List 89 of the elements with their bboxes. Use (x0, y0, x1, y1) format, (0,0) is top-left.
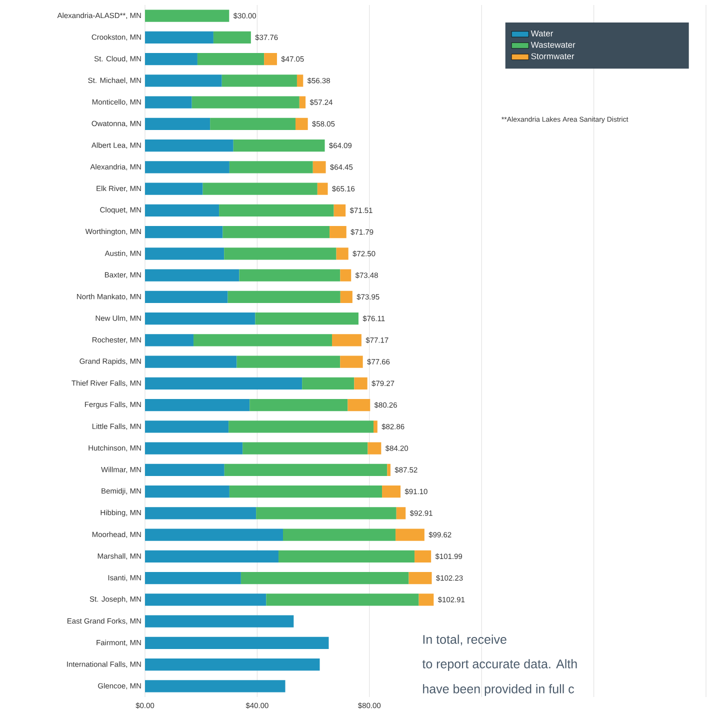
annotation: to report accurate data. Alth (422, 659, 577, 671)
bar (228, 420, 374, 433)
bar (340, 356, 363, 368)
bar (144, 140, 234, 152)
bar (249, 399, 348, 412)
bar (256, 507, 396, 520)
bar (229, 161, 313, 174)
bar (332, 334, 362, 346)
bar (340, 269, 351, 282)
bar (224, 464, 387, 476)
bar (317, 182, 328, 195)
bar (218, 204, 334, 216)
bar (144, 420, 228, 433)
bar (144, 550, 278, 562)
bar (334, 204, 346, 216)
bar (408, 572, 432, 584)
bar (144, 161, 230, 174)
bar (144, 74, 222, 87)
bar (144, 399, 250, 412)
bar (144, 572, 241, 584)
bar (144, 31, 214, 44)
bar (282, 528, 396, 541)
annotation: have been provided in full c (422, 684, 574, 696)
bar (414, 550, 431, 562)
bar (144, 118, 210, 130)
bar (144, 269, 240, 282)
bar (144, 658, 320, 671)
bar (144, 528, 283, 541)
bar (233, 140, 325, 152)
bar (224, 248, 336, 260)
bar (354, 377, 368, 390)
bar (242, 442, 368, 454)
bar (396, 507, 406, 520)
bar (144, 356, 237, 368)
legend-label: Wastewater (530, 42, 576, 48)
bar (144, 226, 223, 238)
annotation: In total, receive (423, 634, 506, 646)
bar (336, 248, 348, 260)
bar (266, 594, 419, 606)
bar (144, 334, 194, 346)
bar (222, 74, 297, 87)
bar (210, 118, 296, 130)
bar (144, 486, 230, 498)
bar (278, 550, 414, 562)
bar (144, 182, 203, 195)
legend-label: Stormwater (531, 53, 574, 60)
bar (299, 96, 306, 108)
bar (373, 420, 378, 433)
bar (213, 31, 251, 44)
bar (239, 269, 340, 282)
legend-label: Water (530, 30, 553, 36)
bar (144, 680, 286, 692)
bar (144, 312, 256, 325)
bar (386, 464, 390, 476)
bar (144, 10, 229, 22)
bar (144, 248, 224, 260)
bar (144, 636, 329, 649)
bar (240, 572, 409, 584)
bar (329, 226, 346, 238)
bar (144, 615, 294, 628)
bar (255, 312, 358, 325)
bar (144, 507, 256, 520)
bar (312, 161, 326, 174)
bar (197, 53, 264, 66)
bar (295, 118, 308, 130)
bar (229, 486, 382, 498)
bar (144, 442, 242, 454)
bar (144, 204, 219, 216)
bar (202, 182, 318, 195)
bar (144, 594, 266, 606)
bar (395, 528, 424, 541)
bar (264, 53, 277, 66)
bar (222, 226, 330, 238)
bar (144, 96, 192, 108)
bar (348, 399, 370, 412)
bar (236, 356, 340, 368)
bar (192, 96, 300, 108)
bar (382, 486, 400, 498)
bar (418, 594, 434, 606)
bar (144, 377, 302, 390)
bar (340, 290, 352, 303)
bar (368, 442, 382, 454)
bar (144, 290, 228, 303)
bar (193, 334, 332, 346)
bar (144, 53, 198, 66)
bar (296, 74, 303, 87)
bar (144, 464, 224, 476)
bar (228, 290, 340, 303)
bar (302, 377, 354, 390)
